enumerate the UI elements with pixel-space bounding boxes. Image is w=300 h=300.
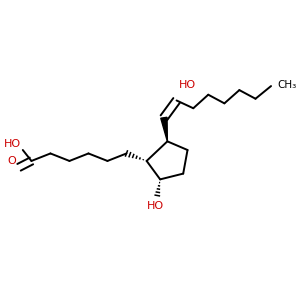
Text: O: O (8, 156, 16, 166)
Text: CH₃: CH₃ (278, 80, 297, 90)
Polygon shape (161, 117, 167, 141)
Text: HO: HO (4, 139, 21, 148)
Text: HO: HO (147, 201, 164, 211)
Text: HO: HO (179, 80, 196, 90)
